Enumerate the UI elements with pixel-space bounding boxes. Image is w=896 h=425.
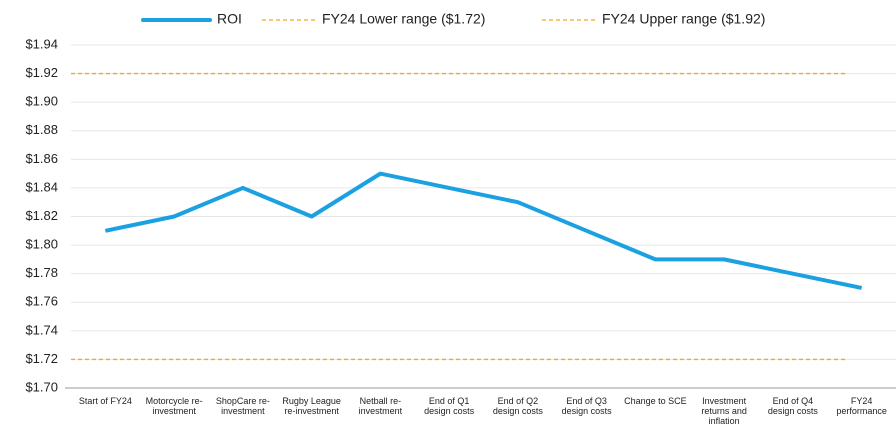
y-tick-label: $1.70 [25,379,58,394]
legend-label: FY24 Upper range ($1.92) [602,11,765,27]
y-tick-label: $1.72 [25,351,58,366]
y-tick-label: $1.78 [25,265,58,280]
x-tick-label: FY24 performance [836,396,887,416]
x-tick-label: End of Q3 design costs [561,396,612,416]
y-tick-label: $1.92 [25,65,58,80]
x-tick-label: End of Q2 design costs [492,396,543,416]
y-tick-label: $1.88 [25,122,58,137]
y-tick-label: $1.84 [25,179,58,194]
y-tick-label: $1.76 [25,294,58,309]
x-tick-label: End of Q4 design costs [767,396,818,416]
y-tick-label: $1.80 [25,237,58,252]
x-tick-label: Motorcycle re-investment [145,396,203,416]
x-tick-label: Netball re-investment [358,396,403,416]
x-tick-label: End of Q1 design costs [424,396,475,416]
line-series [104,171,863,290]
legend-label: FY24 Lower range ($1.72) [322,11,485,27]
x-tick-label: ShopCare re-investment [215,396,270,416]
y-tick-label: $1.90 [25,94,58,109]
y-tick-label: $1.74 [25,322,58,337]
legend-label: ROI [217,11,242,27]
x-tick-label: Investment returns and inflation [701,396,747,425]
x-tick-label: Change to SCE [624,396,687,406]
x-tick-label: Rugby League re-investment [282,396,341,416]
y-tick-label: $1.82 [25,208,58,223]
x-tick-label: Start of FY24 [78,396,132,406]
y-tick-label: $1.86 [25,151,58,166]
y-tick-label: $1.94 [25,36,58,51]
